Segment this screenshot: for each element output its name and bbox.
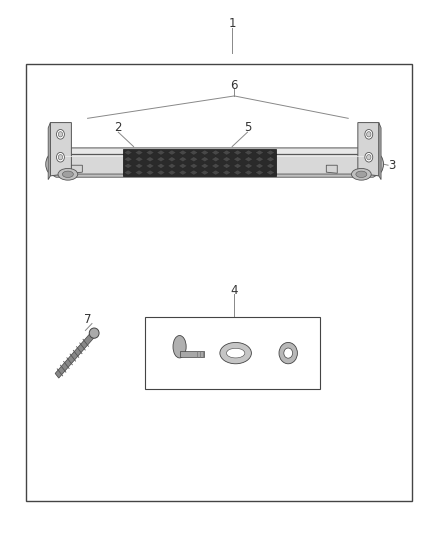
Polygon shape	[179, 170, 187, 175]
Ellipse shape	[356, 171, 367, 177]
Polygon shape	[255, 170, 264, 175]
Polygon shape	[50, 174, 379, 177]
Polygon shape	[223, 170, 231, 175]
Bar	[123, 149, 276, 176]
Polygon shape	[124, 170, 132, 175]
Polygon shape	[135, 170, 143, 175]
Polygon shape	[179, 157, 187, 162]
Polygon shape	[157, 163, 165, 168]
Polygon shape	[157, 170, 165, 175]
Polygon shape	[71, 165, 82, 173]
Polygon shape	[244, 157, 253, 162]
Polygon shape	[201, 150, 209, 155]
Ellipse shape	[46, 154, 61, 175]
Polygon shape	[244, 170, 253, 175]
Polygon shape	[168, 150, 176, 155]
Text: 5: 5	[244, 122, 251, 134]
Polygon shape	[48, 123, 50, 180]
Polygon shape	[124, 157, 132, 162]
Polygon shape	[179, 150, 187, 155]
Text: 4: 4	[230, 284, 238, 297]
Polygon shape	[146, 150, 154, 155]
Polygon shape	[201, 170, 209, 175]
Bar	[26, 64, 412, 501]
Ellipse shape	[368, 154, 384, 175]
Ellipse shape	[365, 152, 373, 162]
Polygon shape	[212, 163, 220, 168]
Polygon shape	[358, 123, 379, 176]
Polygon shape	[201, 157, 209, 162]
Polygon shape	[223, 163, 231, 168]
Polygon shape	[233, 150, 242, 155]
Polygon shape	[266, 157, 275, 162]
Polygon shape	[379, 123, 381, 180]
Text: 1: 1	[228, 18, 236, 30]
Ellipse shape	[226, 349, 245, 358]
Polygon shape	[223, 157, 231, 162]
Polygon shape	[146, 157, 154, 162]
Polygon shape	[255, 150, 264, 155]
Polygon shape	[168, 163, 176, 168]
Ellipse shape	[57, 152, 64, 162]
Polygon shape	[190, 170, 198, 175]
Polygon shape	[233, 157, 242, 162]
Polygon shape	[124, 150, 132, 155]
Polygon shape	[157, 150, 165, 155]
Polygon shape	[244, 150, 253, 155]
Polygon shape	[168, 157, 176, 162]
Polygon shape	[326, 165, 337, 173]
Bar	[180, 351, 204, 357]
Ellipse shape	[367, 155, 371, 160]
Polygon shape	[135, 150, 143, 155]
Polygon shape	[212, 170, 220, 175]
Polygon shape	[146, 163, 154, 168]
Text: 3: 3	[389, 159, 396, 172]
Ellipse shape	[173, 336, 186, 358]
Polygon shape	[157, 157, 165, 162]
Polygon shape	[135, 157, 143, 162]
Polygon shape	[266, 150, 275, 155]
Polygon shape	[168, 170, 176, 175]
Polygon shape	[201, 163, 209, 168]
Polygon shape	[124, 163, 132, 168]
Ellipse shape	[62, 171, 73, 177]
Polygon shape	[190, 157, 198, 162]
Polygon shape	[190, 150, 198, 155]
Polygon shape	[255, 163, 264, 168]
Polygon shape	[50, 155, 379, 174]
Polygon shape	[50, 123, 71, 176]
Ellipse shape	[220, 342, 251, 364]
Polygon shape	[255, 157, 264, 162]
Polygon shape	[55, 331, 96, 378]
Ellipse shape	[365, 130, 373, 139]
Polygon shape	[223, 150, 231, 155]
Ellipse shape	[57, 130, 64, 139]
Polygon shape	[50, 148, 379, 155]
Ellipse shape	[89, 328, 99, 338]
Polygon shape	[212, 150, 220, 155]
Polygon shape	[190, 163, 198, 168]
Bar	[145, 317, 320, 389]
Polygon shape	[146, 170, 154, 175]
Polygon shape	[244, 163, 253, 168]
Ellipse shape	[279, 342, 297, 364]
Ellipse shape	[58, 168, 78, 180]
Polygon shape	[212, 157, 220, 162]
Polygon shape	[266, 170, 275, 175]
Ellipse shape	[284, 348, 293, 358]
Ellipse shape	[351, 168, 371, 180]
Text: 7: 7	[84, 313, 92, 326]
Ellipse shape	[58, 155, 63, 160]
Ellipse shape	[58, 132, 63, 137]
Polygon shape	[179, 163, 187, 168]
Text: 6: 6	[230, 79, 238, 92]
Polygon shape	[233, 170, 242, 175]
Ellipse shape	[367, 132, 371, 137]
Polygon shape	[233, 163, 242, 168]
Text: 2: 2	[114, 122, 122, 134]
Polygon shape	[266, 163, 275, 168]
Polygon shape	[135, 163, 143, 168]
